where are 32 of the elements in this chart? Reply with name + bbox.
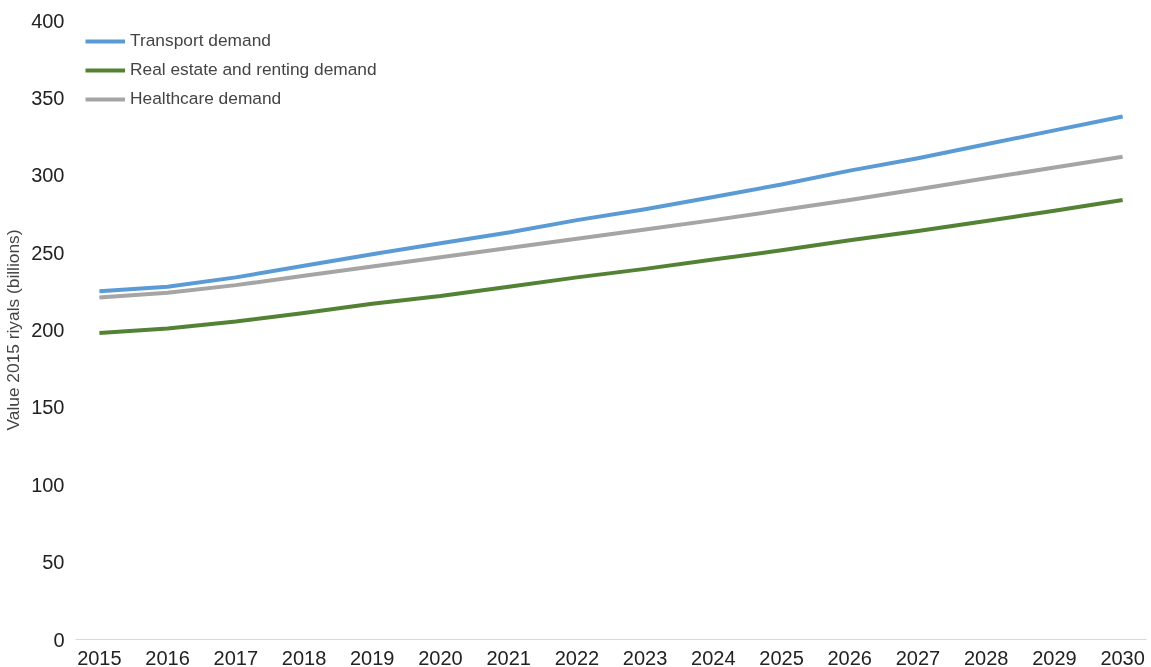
y-tick-label: 300 [31,164,65,187]
y-tick-label: 0 [53,628,65,651]
y-axis-title: Value 2015 riyals (billions) [3,229,24,431]
line-series [97,154,1125,300]
y-tick-label: 250 [31,241,65,264]
y-tick-label: 150 [31,396,65,419]
x-tick-label: 2020 [418,646,463,667]
x-tick-label: 2026 [827,646,873,667]
y-tick-label: 350 [31,86,65,109]
x-tick-label: 2021 [486,646,531,667]
y-tick-label: 50 [42,551,65,574]
x-tick-label: 2024 [691,646,736,667]
x-tick-label: 2028 [963,646,1009,667]
x-tick-label: 2019 [350,646,395,667]
legend-label: Healthcare demand [130,88,282,109]
y-tick-label: 200 [31,319,65,341]
x-tick-label: 2015 [77,646,122,667]
x-tick-label: 2017 [213,646,259,667]
line-series [97,198,1125,336]
x-tick-label: 2025 [759,646,804,667]
line-series [97,114,1125,294]
x-tick-label: 2022 [554,646,600,667]
x-tick-label: 2023 [622,646,668,667]
x-tick-label: 2030 [1100,646,1145,667]
y-tick-label: 400 [31,9,65,32]
x-tick-label: 2018 [281,646,327,667]
legend-label: Transport demand [130,30,271,51]
y-tick-label: 100 [31,473,65,496]
x-tick-label: 2029 [1032,646,1077,667]
x-tick-label: 2027 [895,646,941,667]
x-tick-label: 2016 [145,646,190,667]
legend-label: Real estate and renting demand [130,59,377,80]
